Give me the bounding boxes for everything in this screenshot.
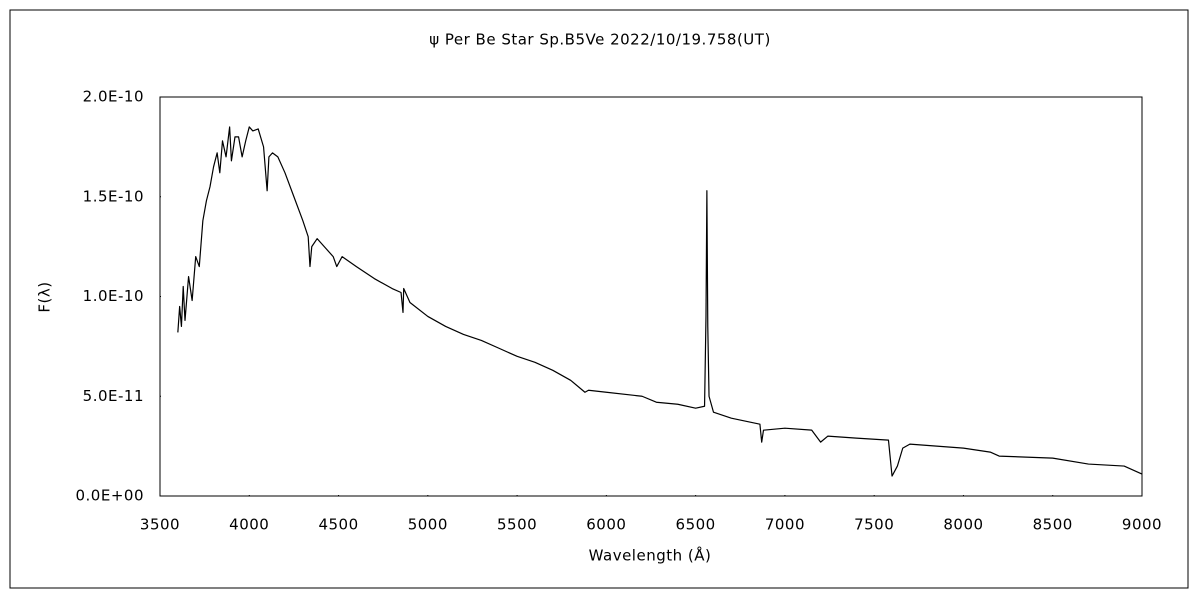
x-tick-label: 4500 [318, 516, 358, 534]
x-tick-label: 6000 [586, 516, 626, 534]
x-tick-label: 7000 [765, 516, 805, 534]
x-tick-label: 4000 [229, 516, 269, 534]
y-tick-label: 1.5E-10 [83, 187, 144, 205]
x-tick-label: 8000 [943, 516, 983, 534]
x-tick-label: 5000 [408, 516, 448, 534]
spectrum-line [177, 126, 1143, 477]
x-axis-label: Wavelength (Å) [589, 546, 712, 565]
y-tick-label: 2.0E-10 [83, 88, 144, 106]
chart-title: ψ Per Be Star Sp.B5Ve 2022/10/19.758(UT) [429, 31, 771, 49]
x-tick-label: 5500 [497, 516, 537, 534]
x-tick-label: 8500 [1033, 516, 1073, 534]
y-axis-label: F(λ) [36, 281, 54, 312]
y-tick-label: 0.0E+00 [76, 487, 145, 505]
x-tick-label: 7500 [854, 516, 894, 534]
x-tick-label: 6500 [676, 516, 716, 534]
frame [9, 9, 1189, 589]
x-tick-label: 9000 [1122, 516, 1162, 534]
y-tick-label: 5.0E-11 [83, 387, 144, 405]
y-tick-label: 1.0E-10 [83, 287, 144, 305]
x-tick-label: 3500 [140, 516, 180, 534]
